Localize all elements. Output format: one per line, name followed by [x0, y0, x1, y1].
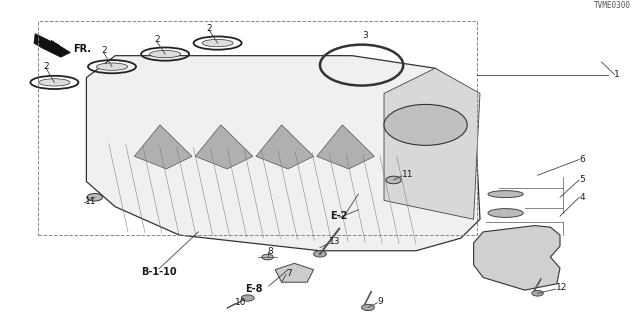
- Polygon shape: [317, 125, 374, 169]
- Polygon shape: [256, 125, 314, 169]
- Circle shape: [87, 194, 102, 201]
- Ellipse shape: [202, 39, 233, 47]
- Text: 4: 4: [579, 193, 585, 202]
- Text: 2: 2: [101, 46, 106, 55]
- Text: 11: 11: [84, 197, 96, 206]
- Circle shape: [262, 254, 273, 260]
- Circle shape: [241, 295, 254, 301]
- Text: FR.: FR.: [74, 44, 92, 54]
- Text: 10: 10: [235, 298, 246, 307]
- Text: B-1-10: B-1-10: [141, 267, 177, 277]
- Polygon shape: [195, 125, 253, 169]
- Polygon shape: [275, 263, 314, 282]
- Circle shape: [532, 291, 543, 296]
- Circle shape: [314, 251, 326, 257]
- Text: 13: 13: [329, 237, 340, 246]
- Text: 9: 9: [378, 297, 383, 306]
- Circle shape: [386, 176, 401, 184]
- Circle shape: [384, 104, 467, 145]
- Text: 8: 8: [268, 247, 273, 256]
- Polygon shape: [474, 226, 560, 290]
- Text: TVME0300: TVME0300: [593, 1, 630, 10]
- Text: 5: 5: [579, 175, 585, 184]
- Text: E-8: E-8: [244, 284, 262, 294]
- Ellipse shape: [39, 79, 70, 86]
- Text: 2: 2: [154, 36, 159, 44]
- Text: 3: 3: [362, 31, 367, 40]
- Text: E-2: E-2: [330, 211, 348, 221]
- Text: 6: 6: [579, 155, 585, 164]
- Polygon shape: [384, 68, 480, 219]
- Ellipse shape: [488, 191, 524, 197]
- Polygon shape: [86, 56, 480, 251]
- Ellipse shape: [488, 209, 524, 217]
- Polygon shape: [34, 34, 70, 57]
- Text: 12: 12: [556, 284, 567, 292]
- Ellipse shape: [150, 51, 180, 58]
- Circle shape: [362, 304, 374, 310]
- Polygon shape: [134, 125, 192, 169]
- Text: 7: 7: [286, 269, 292, 278]
- Ellipse shape: [97, 63, 127, 70]
- Text: 2: 2: [207, 24, 212, 33]
- Text: 2: 2: [44, 62, 49, 71]
- Text: 11: 11: [402, 170, 413, 179]
- Text: 1: 1: [614, 70, 620, 79]
